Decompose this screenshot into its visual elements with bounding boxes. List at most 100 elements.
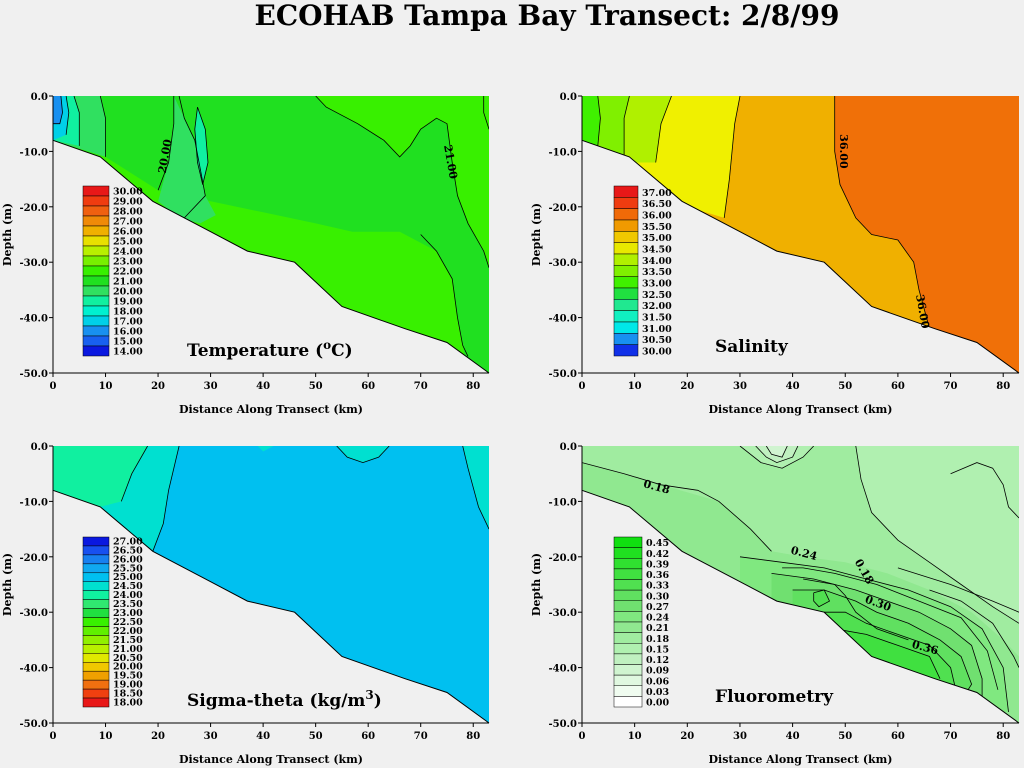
sigma-theta-x-tick-label: 0	[50, 731, 57, 742]
temperature-region-1	[53, 96, 489, 373]
page-title: ECOHAB Tampa Bay Transect: 2/8/99	[254, 0, 840, 32]
fluorometry-legend-label: 0.39	[646, 559, 670, 570]
temperature-region-8	[483, 96, 489, 130]
fluorometry-x-tick-label: 10	[628, 731, 642, 742]
fluorometry-legend-label: 0.00	[646, 698, 670, 709]
sigma-theta-x-tick-label: 70	[414, 731, 428, 742]
temperature-contour-line-1	[157, 96, 175, 191]
fluorometry-legend-swatch	[613, 685, 643, 697]
fluorometry-y-tick-label: -50.0	[548, 719, 577, 730]
fluorometry-x-tick-label: 30	[733, 731, 747, 742]
temperature-panel-title: Temperature (oC)	[187, 338, 353, 361]
sigma-theta-x-tick-label: 20	[151, 731, 165, 742]
sigma-theta-y-axis-label: Depth (m)	[1, 553, 14, 616]
temperature-y-tick-label: 0.0	[31, 92, 48, 103]
temperature-legend-label: 16.00	[113, 327, 143, 338]
fluorometry-region-10	[766, 446, 788, 458]
sigma-theta-contour-line-1	[120, 446, 148, 502]
temperature-x-tick-label: 0	[50, 381, 57, 392]
temperature-x-tick-label: 40	[256, 381, 270, 392]
fluorometry-legend-label: 0.21	[646, 623, 669, 634]
sigma-theta-y-tick-label: -50.0	[19, 719, 48, 730]
sigma-theta-y-tick-label: -20.0	[19, 553, 48, 564]
fluorometry-contour-line-1	[739, 446, 814, 469]
salinity-legend-label: 33.00	[642, 279, 672, 290]
fluorometry-y-tick-label: -30.0	[548, 608, 577, 619]
temperature-legend-label: 25.00	[113, 237, 143, 248]
temperature-legend-label: 27.00	[113, 217, 143, 228]
salinity-x-tick-label: 60	[891, 381, 905, 392]
salinity-y-tick-label: -30.0	[548, 258, 577, 269]
salinity-x-tick-label: 70	[944, 381, 958, 392]
temperature-y-tick-label: -20.0	[19, 203, 48, 214]
sigma-theta-legend-label: 27.00	[113, 536, 143, 547]
temperature-contour-line-2	[178, 96, 206, 219]
sigma-theta-legend-label: 19.50	[113, 671, 143, 682]
salinity-legend-label: 35.00	[642, 233, 672, 244]
fluorometry-legend-swatch	[613, 600, 643, 612]
salinity-x-tick-label: 30	[733, 381, 747, 392]
fluorometry-legend-swatch	[613, 643, 643, 655]
temperature-x-axis-label: Distance Along Transect (km)	[179, 403, 363, 416]
temperature-legend-label: 21.00	[113, 277, 143, 288]
fluorometry-legend-swatch	[613, 536, 643, 548]
sigma-theta-region-4	[257, 446, 274, 452]
salinity-contour-line-3	[623, 96, 630, 163]
temperature-bottom-profile	[52, 139, 490, 374]
sigma-theta-legend-label: 21.00	[113, 644, 143, 655]
salinity-legend-label: 34.00	[642, 256, 672, 267]
salinity-legend-label: 35.50	[642, 222, 672, 233]
temperature-legend-label: 17.00	[113, 317, 143, 328]
fluorometry-legend-swatch	[613, 558, 643, 570]
salinity-contour-label: 36.00	[837, 134, 850, 169]
fluorometry-legend-swatch	[613, 611, 643, 623]
sigma-theta-legend-label: 23.00	[113, 608, 143, 619]
fluorometry-x-tick-label: 40	[786, 731, 800, 742]
fluorometry-x-tick-label: 60	[891, 731, 905, 742]
temperature-legend-label: 20.00	[113, 287, 143, 298]
sigma-theta-legend-label: 26.50	[113, 545, 143, 556]
sigma-theta-contour-line-0	[152, 446, 180, 552]
salinity-x-tick-label: 40	[786, 381, 800, 392]
sigma-theta-region-3	[336, 446, 390, 463]
fluorometry-x-axis-label: Distance Along Transect (km)	[709, 753, 893, 766]
fluorometry-region-8	[813, 590, 830, 607]
sigma-theta-legend-label: 22.00	[113, 626, 143, 637]
sigma-theta-y-tick-label: -10.0	[19, 497, 48, 508]
fluorometry-contour-line-8	[824, 611, 957, 690]
salinity-x-tick-label: 10	[628, 381, 642, 392]
sigma-theta-legend-label: 18.00	[113, 698, 143, 709]
fluorometry-x-tick-label: 20	[680, 731, 694, 742]
fluorometry-legend-swatch	[613, 632, 643, 644]
fluorometry-legend-label: 0.15	[646, 644, 669, 655]
salinity-y-tick-label: -20.0	[548, 203, 577, 214]
temperature-legend-label: 14.00	[113, 347, 143, 358]
salinity-legend-label: 32.00	[642, 301, 672, 312]
sigma-theta-legend-label: 18.50	[113, 689, 143, 700]
salinity-legend-label: 31.50	[642, 313, 672, 324]
salinity-y-tick-label: 0.0	[560, 92, 577, 103]
salinity-x-tick-label: 20	[680, 381, 694, 392]
sigma-theta-contour-line-2	[336, 446, 390, 464]
fluorometry-contour-line-4	[765, 446, 788, 458]
sigma-theta-x-tick-label: 40	[256, 731, 270, 742]
temperature-legend-label: 18.00	[113, 307, 143, 318]
fluorometry-contour-line-11	[803, 578, 909, 641]
fluorometry-legend-label: 0.06	[646, 676, 670, 687]
sigma-theta-y-tick-label: 0.0	[31, 442, 48, 453]
salinity-legend-label: 32.50	[642, 290, 672, 301]
temperature-contour-line-8	[420, 234, 469, 357]
fluorometry-legend-swatch	[613, 674, 643, 686]
temperature-contour-line-6	[65, 96, 70, 135]
temperature-contour-label: 20.00	[156, 138, 175, 175]
salinity-panel-title: Salinity	[715, 337, 789, 357]
sigma-theta-panel-title: Sigma-theta (kg/m3)	[187, 688, 382, 711]
sigma-theta-region-2	[53, 446, 148, 507]
fluorometry-legend-swatch	[613, 568, 643, 580]
fluorometry-panel-title: Fluorometry	[715, 687, 834, 707]
fluorometry-y-tick-label: 0.0	[560, 442, 577, 453]
salinity-legend-label: 30.50	[642, 335, 672, 346]
sigma-theta-y-tick-label: -40.0	[19, 664, 48, 675]
salinity-legend-label: 37.00	[642, 188, 672, 199]
temperature-legend-label: 28.00	[113, 207, 143, 218]
